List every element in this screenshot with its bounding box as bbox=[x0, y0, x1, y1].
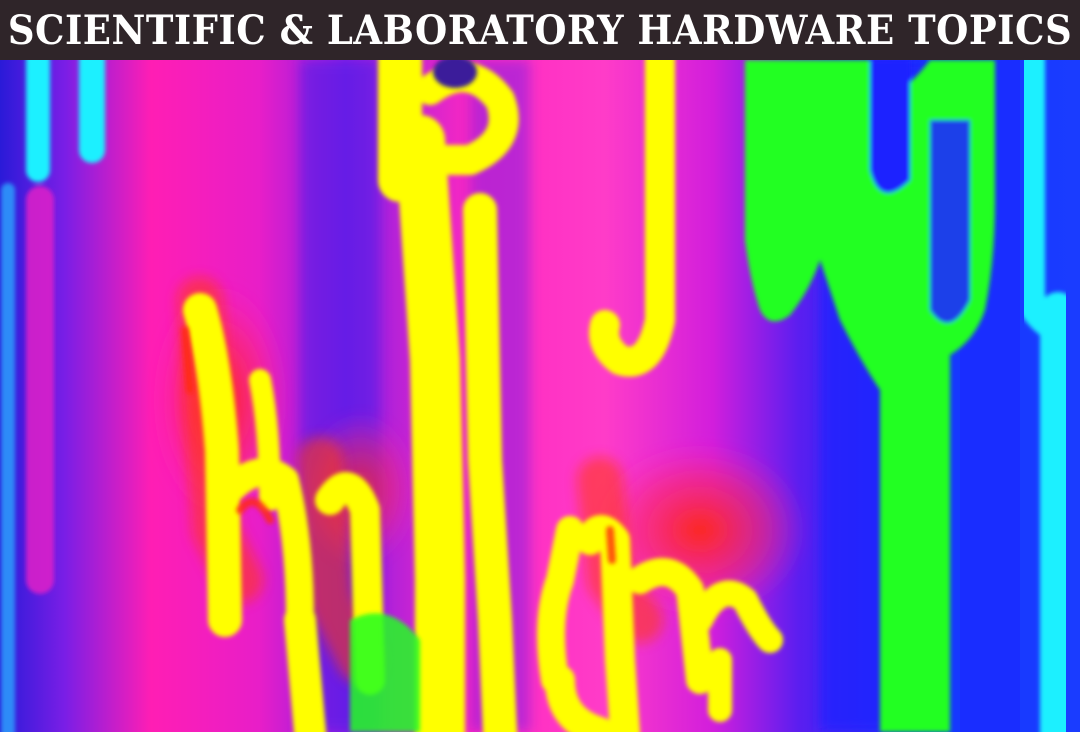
page-title: SCIENTIFIC & LABORATORY HARDWARE TOPICS bbox=[7, 6, 1073, 54]
title-bar: SCIENTIFIC & LABORATORY HARDWARE TOPICS bbox=[0, 0, 1080, 60]
neon-drip-artwork bbox=[0, 60, 1080, 732]
